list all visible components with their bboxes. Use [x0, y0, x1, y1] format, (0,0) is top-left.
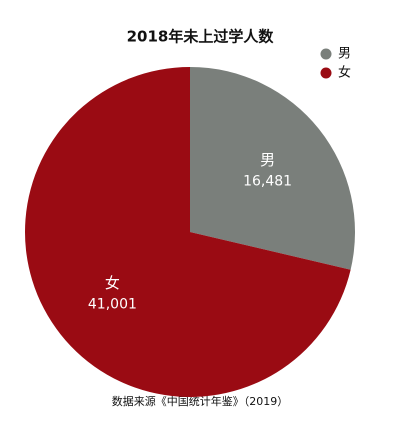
slice-category-label: 女 — [105, 274, 120, 292]
legend-label: 女 — [338, 65, 351, 81]
legend-marker — [320, 48, 332, 60]
source-note: 数据来源《中国统计年鉴》（2019） — [112, 394, 289, 408]
pie-slice — [190, 67, 355, 270]
slice-value-label: 16,481 — [243, 174, 292, 190]
chart-title: 2018年未上过学人数 — [127, 28, 275, 46]
legend-label: 男 — [338, 47, 351, 62]
slice-value-label: 41,001 — [88, 296, 137, 312]
pie-slice — [24, 67, 351, 398]
slice-category-label: 男 — [260, 151, 275, 169]
legend-marker — [320, 67, 332, 79]
